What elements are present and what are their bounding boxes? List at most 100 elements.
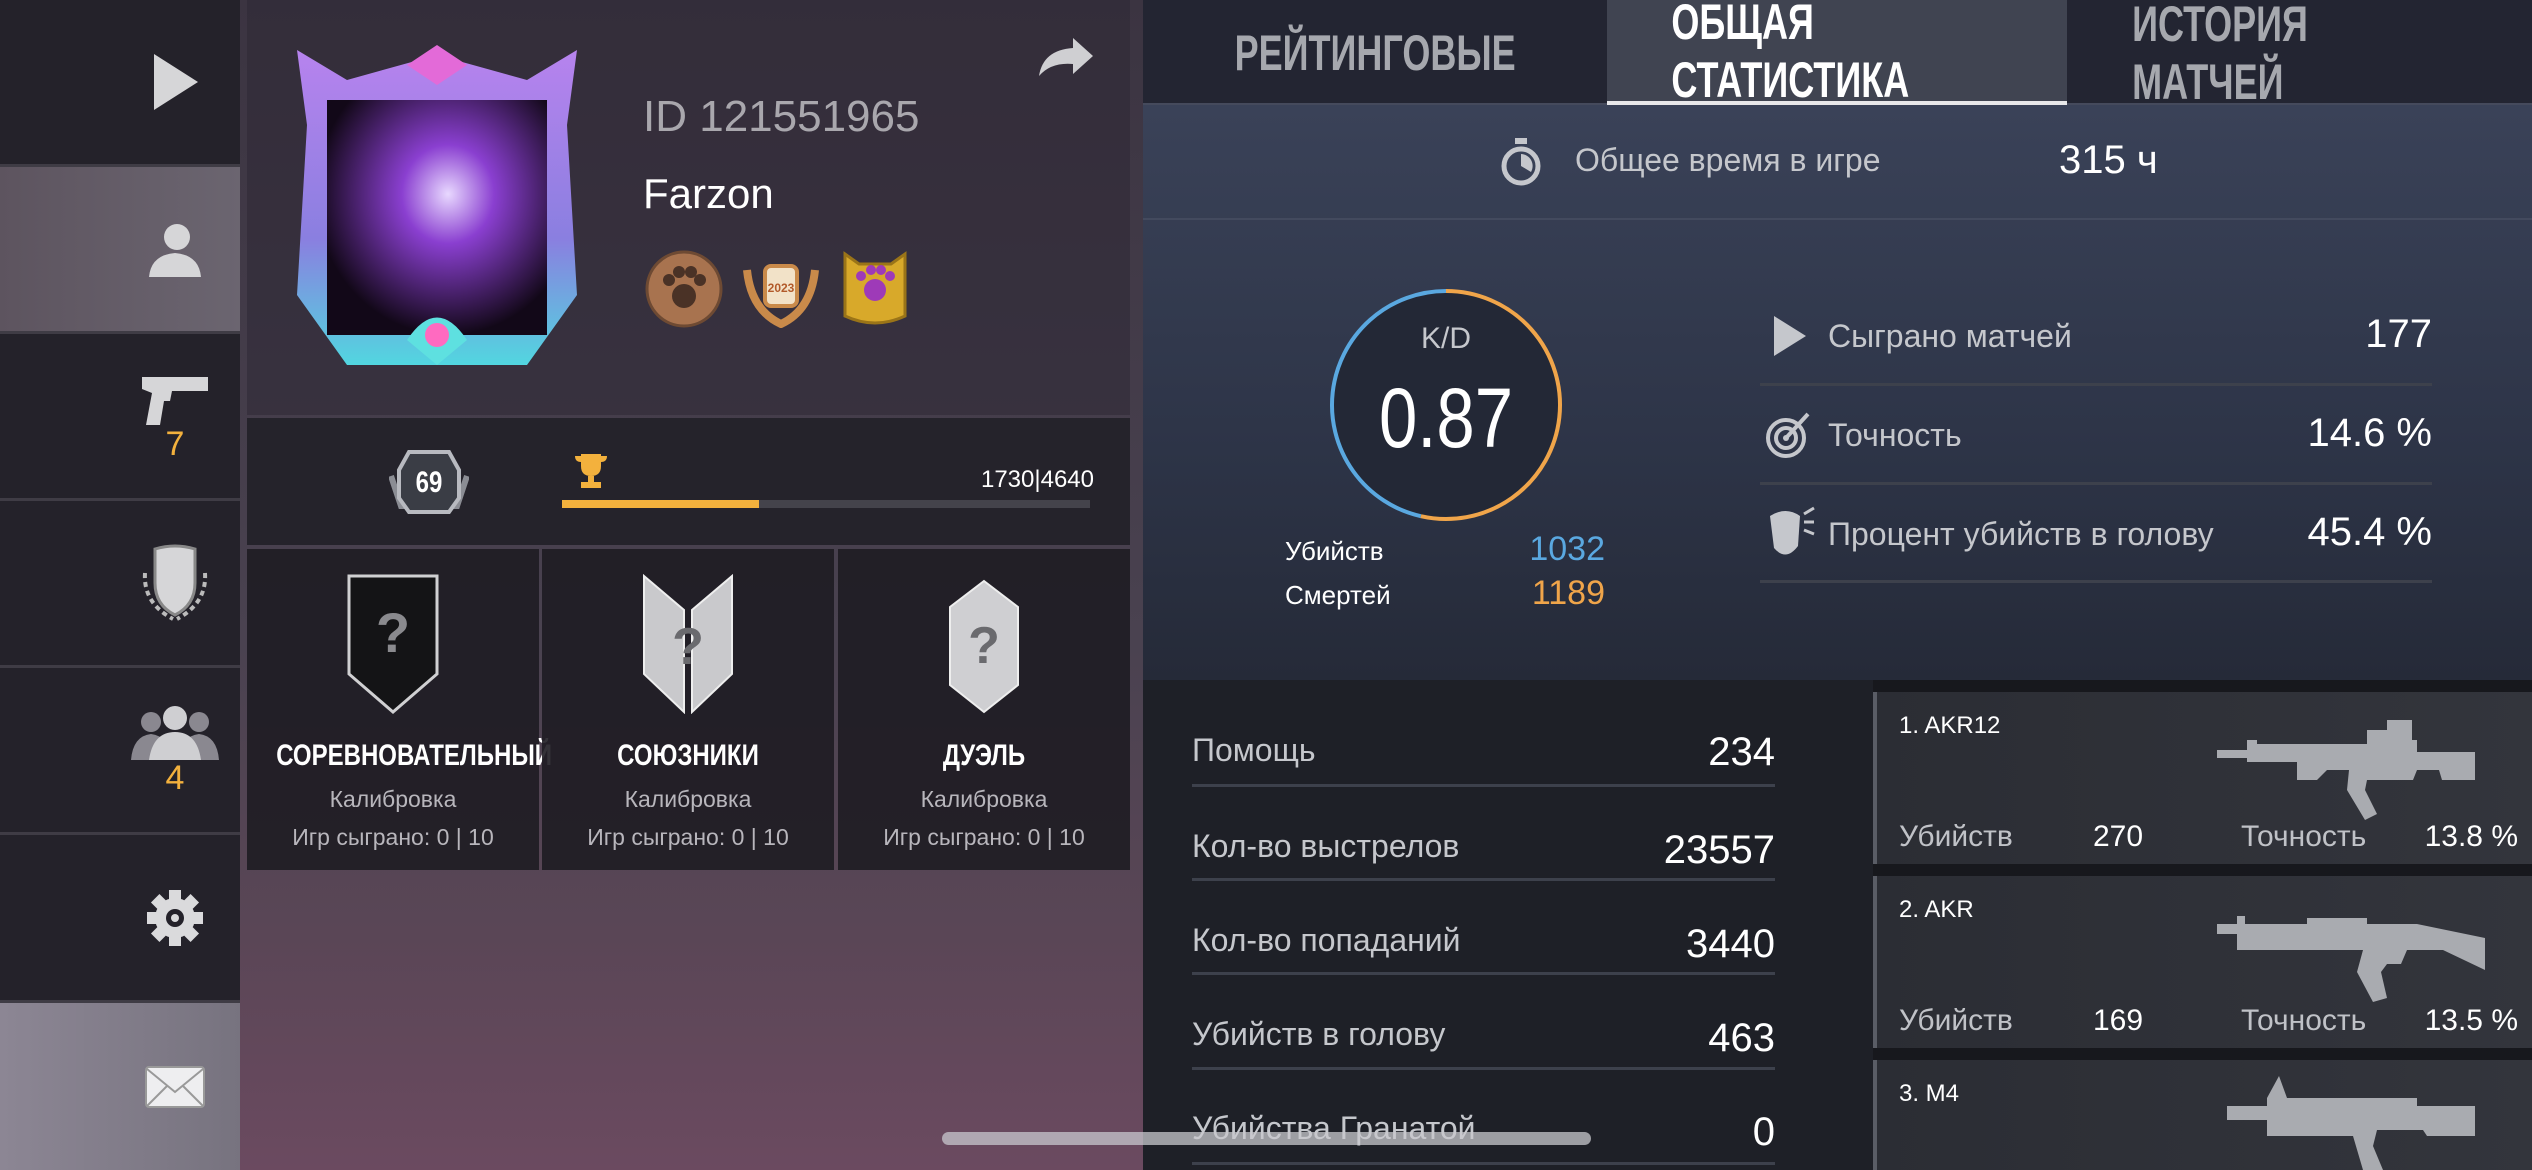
tab-general-stats[interactable]: ОБЩАЯ СТАТИСТИКА xyxy=(1607,0,2067,108)
kd-label: K/D xyxy=(1420,322,1471,355)
sidebar-item-profile[interactable] xyxy=(0,167,240,334)
rank-emblem-icon: ? xyxy=(347,574,439,714)
summary-list: Сыграно матчей 177 Точность 14.6 % Проце… xyxy=(1760,310,2432,610)
sidebar-item-weapons[interactable]: 7 xyxy=(0,334,240,501)
friends-count: 4 xyxy=(165,759,185,797)
divider xyxy=(1192,972,1775,975)
rifle-akr12-icon xyxy=(2217,720,2475,820)
home-indicator[interactable] xyxy=(942,1132,1591,1145)
svg-text:?: ? xyxy=(672,618,704,676)
2023-laurel-badge-icon[interactable]: 2023 xyxy=(741,250,821,328)
rifle-akr-icon xyxy=(2217,916,2485,1002)
stat-label: Убийств в голову xyxy=(1192,1016,1446,1052)
stat-value: 0 xyxy=(1752,1110,1775,1154)
mode-card-allies[interactable]: ? СОЮЗНИКИ Калибровка Игр сыграно: 0 | 1… xyxy=(542,549,834,870)
mode-title: ДУЭЛЬ xyxy=(942,739,1026,772)
top-weapons: 1. AKR12 Убийств 270 Точность 13.8 % 2. … xyxy=(1873,680,2532,1170)
weapon-accuracy-label: Точность xyxy=(2241,820,2367,853)
stat-label: Кол-во попаданий xyxy=(1192,922,1461,958)
sidebar-item-clan[interactable] xyxy=(0,501,240,668)
share-icon[interactable] xyxy=(1037,36,1095,78)
mode-card-duel[interactable]: ? ДУЭЛЬ Калибровка Игр сыграно: 0 | 10 xyxy=(838,549,1130,870)
sidebar-item-friends[interactable]: 4 xyxy=(0,668,240,835)
gear-icon xyxy=(147,889,203,946)
sidebar-item-mail[interactable] xyxy=(0,1003,240,1170)
weapon-accuracy-label: Точность xyxy=(2241,1004,2367,1037)
svg-text:2023: 2023 xyxy=(768,281,795,295)
mail-icon xyxy=(145,1065,205,1108)
detailed-stats: Помощь 234 Кол-во выстрелов 23557 Кол-во… xyxy=(1143,680,1873,1170)
stats-panel: РЕЙТИНГОВЫЕ ОБЩАЯ СТАТИСТИКА ИСТОРИЯ МАТ… xyxy=(1143,0,2532,1170)
tab-match-history[interactable]: ИСТОРИЯ МАТЧЕЙ xyxy=(2132,0,2308,110)
player-id: ID 121551965 xyxy=(643,92,920,141)
summary-label: Сыграно матчей xyxy=(1828,318,2072,354)
mode-status: Калибровка xyxy=(329,786,457,812)
avatar[interactable] xyxy=(277,45,597,375)
mode-games: Игр сыграно: 0 | 10 xyxy=(292,824,494,850)
weapon-card[interactable]: 3. M4 xyxy=(1873,1060,2532,1170)
weapon-card[interactable]: 2. AKR Убийств 169 Точность 13.5 % xyxy=(1873,876,2532,1048)
summary-value: 14.6 % xyxy=(2307,411,2432,455)
mode-title: СОЮЗНИКИ xyxy=(617,739,759,772)
rifle-m4-icon xyxy=(2227,1076,2475,1170)
stopwatch-icon xyxy=(1501,138,1541,186)
tab-ranked[interactable]: РЕЙТИНГОВЫЕ xyxy=(1234,24,1516,81)
mode-games: Игр сыграно: 0 | 10 xyxy=(587,824,789,850)
weapon-name: 2. AKR xyxy=(1899,896,1974,923)
summary-label: Процент убийств в голову xyxy=(1828,516,2214,552)
divider xyxy=(1192,1162,1775,1165)
mode-status: Калибровка xyxy=(920,786,1048,812)
sidebar-item-settings[interactable] xyxy=(0,835,240,1003)
weapon-accuracy: 13.8 % xyxy=(2424,820,2518,853)
divider xyxy=(1143,218,2532,220)
mode-card-competitive[interactable]: ? СОРЕВНОВАТЕЛЬНЫЙ Калибровка Игр сыгран… xyxy=(247,549,553,870)
stat-label: Кол-во выстрелов xyxy=(1192,828,1460,864)
stat-value: 463 xyxy=(1708,1016,1775,1060)
profile-panel: ID 121551965 Farzon 2023 69 1730|4640 ? … xyxy=(247,0,1130,870)
weapon-kills: 169 xyxy=(2093,1004,2144,1037)
weapon-kills: 270 xyxy=(2093,820,2144,853)
summary-label: Точность xyxy=(1828,417,1962,453)
target-icon xyxy=(1766,412,1810,458)
profile-header: ID 121551965 Farzon 2023 xyxy=(247,0,1130,415)
level-badge-icon xyxy=(389,450,469,514)
pistol-icon xyxy=(142,376,208,425)
svg-text:?: ? xyxy=(968,617,1000,675)
level-row: 69 1730|4640 xyxy=(247,418,1130,545)
stat-value: 234 xyxy=(1708,730,1775,774)
sidebar-item-play[interactable] xyxy=(0,0,240,167)
headshot-icon xyxy=(1770,506,1815,555)
paw-gold-badge-icon[interactable] xyxy=(839,250,911,328)
stat-value: 23557 xyxy=(1663,828,1775,872)
xp-text: 1730|4640 xyxy=(980,466,1094,493)
divider xyxy=(1760,482,2432,485)
profile-icon xyxy=(149,224,201,277)
divider xyxy=(1192,784,1775,787)
mode-title: СОРЕВНОВАТЕЛЬНЫЙ xyxy=(276,739,553,772)
playtime-label: Общее время в игре xyxy=(1575,142,1881,178)
kd-value: 0.87 xyxy=(1378,371,1514,465)
paw-bronze-badge-icon[interactable] xyxy=(645,250,723,328)
weapon-card[interactable]: 1. AKR12 Убийств 270 Точность 13.8 % xyxy=(1873,692,2532,864)
kills-label: Убийств xyxy=(1285,536,1384,566)
weapons-count: 7 xyxy=(165,424,185,463)
mode-status: Калибровка xyxy=(624,786,752,812)
sidebar: 7 4 xyxy=(0,0,240,1170)
divider xyxy=(1760,383,2432,386)
level-number: 69 xyxy=(415,466,443,499)
weapon-name: 1. AKR12 xyxy=(1899,712,2001,739)
xp-progress-bar xyxy=(562,500,1090,508)
stat-label: Помощь xyxy=(1192,732,1316,768)
trophy-icon xyxy=(575,454,607,488)
kills-value: 1032 xyxy=(1529,530,1605,568)
weapon-name: 3. M4 xyxy=(1899,1080,1960,1107)
svg-text:?: ? xyxy=(376,601,410,664)
mode-games: Игр сыграно: 0 | 10 xyxy=(883,824,1085,850)
weapon-kills-label: Убийств xyxy=(1899,820,2013,853)
xp-progress-fill xyxy=(562,500,759,508)
weapon-accuracy: 13.5 % xyxy=(2424,1004,2518,1037)
badges: 2023 xyxy=(645,250,911,328)
shield-laurel-icon xyxy=(142,544,208,621)
play-icon xyxy=(154,54,198,110)
deaths-value: 1189 xyxy=(1531,574,1605,612)
